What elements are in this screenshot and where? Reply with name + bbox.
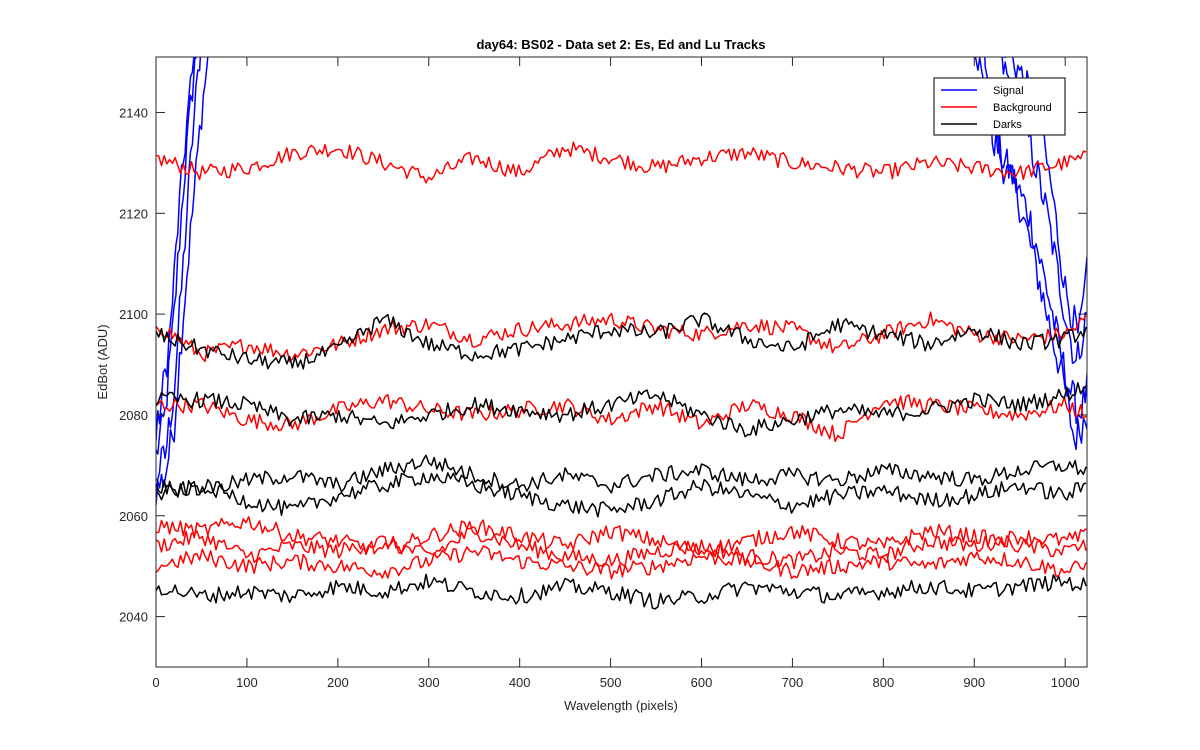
plot-frame: [155, 56, 1088, 668]
y-tick-label: 2140: [119, 105, 148, 120]
series-line-signal-3: [156, 57, 197, 441]
y-tick-label: 2080: [119, 408, 148, 423]
x-tick-label: 800: [872, 675, 894, 690]
x-tick-label: 700: [782, 675, 804, 690]
series-line-darks-17: [156, 472, 1087, 518]
x-tick-label: 500: [600, 675, 622, 690]
series-line-darks-14: [156, 312, 1087, 370]
series-line-background-13: [156, 516, 1087, 558]
series-line-signal-6: [1001, 57, 1087, 364]
x-tick-label: 1000: [1051, 675, 1080, 690]
y-tick-label: 2040: [119, 610, 148, 625]
x-tick-label: 200: [327, 675, 349, 690]
legend-label-background: Background: [993, 102, 1052, 114]
x-axis-label: Wavelength (pixels): [564, 698, 678, 713]
series-line-darks-15: [156, 381, 1087, 438]
legend: Signal Background Darks: [933, 77, 1066, 136]
y-tick-label: 2100: [119, 307, 148, 322]
series-line-signal-7: [1004, 57, 1087, 334]
series-line-signal-1: [156, 57, 202, 481]
y-axis-label: EdBot (ADU): [95, 324, 110, 399]
x-tick-label: 400: [509, 675, 531, 690]
series-line-darks-18: [156, 573, 1087, 610]
legend-label-signal: Signal: [993, 85, 1024, 97]
series-line-background-12: [156, 545, 1087, 580]
series-layer: [156, 57, 1087, 610]
y-tick-label: 2120: [119, 206, 148, 221]
series-line-background-9: [156, 311, 1087, 363]
x-axis: 0 100 200 300 400 500 600 700 800 900 1000: [152, 57, 1080, 690]
legend-label-darks: Darks: [993, 119, 1022, 131]
chart-title: day64: BS02 - Data set 2: Es, Ed and Lu …: [476, 37, 765, 52]
x-tick-label: 600: [691, 675, 713, 690]
series-line-signal-2: [156, 57, 209, 505]
y-tick-label: 2060: [119, 509, 148, 524]
x-tick-label: 100: [236, 675, 258, 690]
x-tick-label: 900: [963, 675, 985, 690]
series-line-background-11: [156, 526, 1087, 570]
series-line-background-8: [156, 141, 1087, 184]
legend-items: Signal Background Darks: [941, 85, 1052, 131]
series-line-darks-16: [156, 454, 1087, 497]
y-axis: 2040 2060 2080 2100 2120 2140: [119, 105, 1087, 625]
plot-area: 0 100 200 300 400 500 600 700 800 900 1000 2040 206…: [119, 56, 1088, 690]
x-tick-label: 0: [152, 675, 159, 690]
x-tick-label: 300: [418, 675, 440, 690]
series-line-signal-0: [156, 57, 196, 455]
